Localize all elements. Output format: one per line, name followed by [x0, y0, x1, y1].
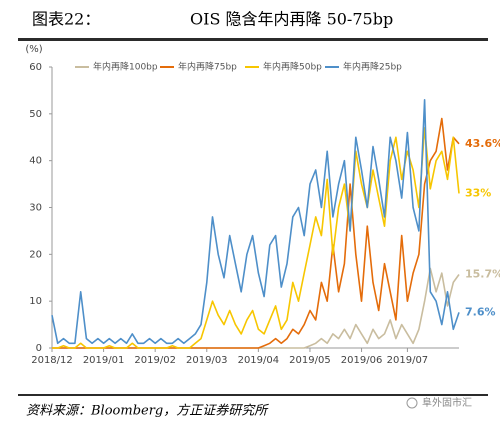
series-line	[51, 99, 460, 345]
x-tick-label: 2019/02	[134, 355, 176, 366]
y-tick-label: 20	[29, 249, 42, 260]
watermark-icon	[406, 397, 418, 409]
legend-label: 年内再降75bp	[178, 61, 237, 73]
x-tick-label: 2019/03	[186, 355, 228, 366]
watermark: 阜外固市汇	[422, 396, 472, 409]
title-rule	[18, 38, 488, 41]
x-tick-label: 2018/12	[31, 355, 73, 366]
y-tick-label: 50	[29, 109, 42, 120]
x-tick-label: 2019/07	[387, 355, 429, 366]
y-tick-label: 0	[36, 343, 42, 354]
x-tick-label: 2019/06	[341, 355, 383, 366]
legend-label: 年内再降100bp	[93, 61, 158, 73]
footer-rule	[18, 394, 488, 396]
figure-label: 图表22：	[32, 10, 100, 29]
series-line	[52, 127, 460, 349]
chart-title: OIS 隐含年内再降 50-75bp	[190, 10, 393, 29]
value-label: 43.6%	[465, 137, 500, 150]
y-tick-label: 40	[29, 156, 42, 167]
y-tick-label: 60	[29, 62, 42, 73]
y-tick-label: 30	[29, 203, 42, 214]
value-label: 33%	[465, 186, 491, 199]
x-tick-label: 2019/01	[83, 355, 125, 366]
legend-label: 年内再降25bp	[343, 61, 402, 73]
y-unit: (%)	[25, 44, 42, 55]
value-label: 15.7%	[465, 267, 500, 280]
x-tick-label: 2019/05	[289, 355, 331, 366]
legend-label: 年内再降50bp	[263, 61, 322, 73]
y-tick-label: 10	[29, 296, 42, 307]
x-tick-label: 2019/04	[238, 355, 280, 366]
value-label: 7.6%	[465, 305, 496, 318]
source: 资料来源：Bloomberg，方正证券研究所	[26, 403, 269, 419]
